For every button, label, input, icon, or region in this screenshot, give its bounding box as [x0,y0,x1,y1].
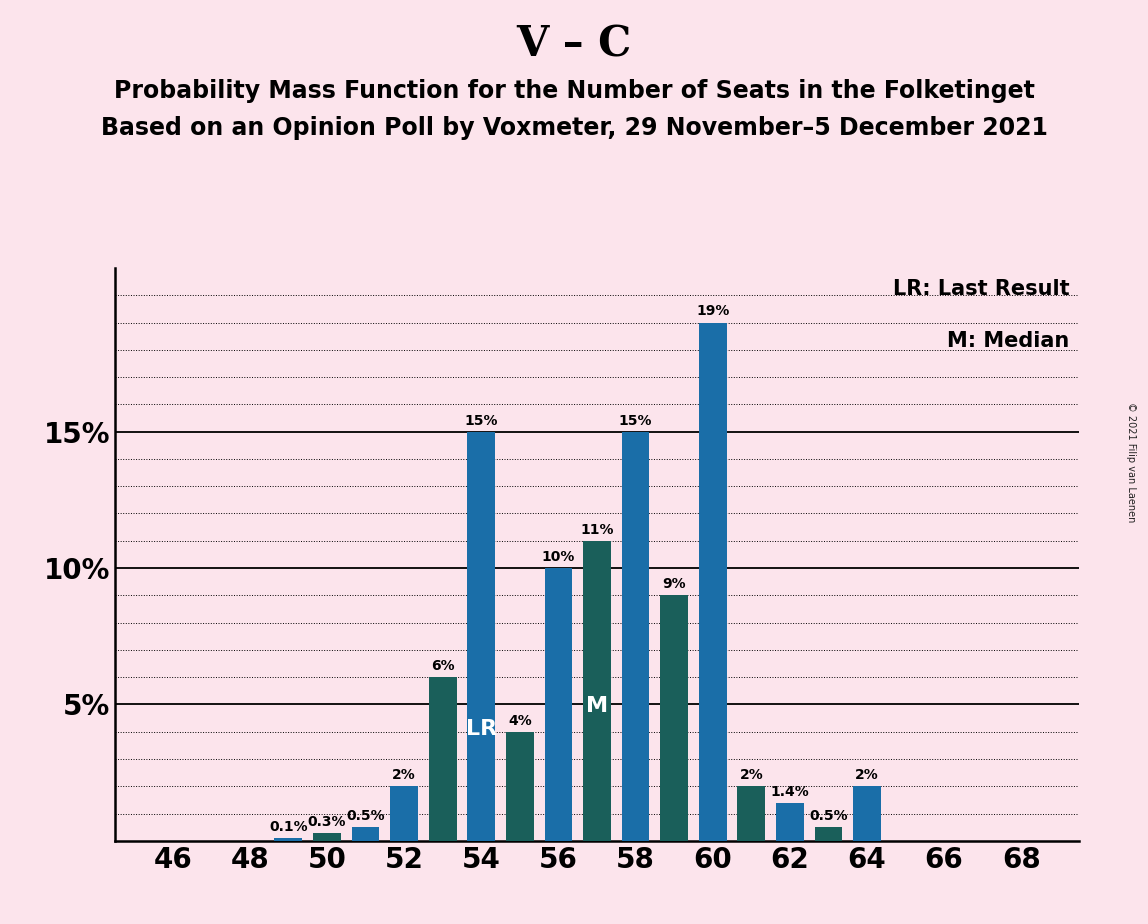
Text: 0.3%: 0.3% [308,815,347,829]
Text: M: M [585,696,608,716]
Bar [622,432,650,841]
Text: 2%: 2% [393,768,416,783]
Bar [506,732,534,841]
Text: 2%: 2% [855,768,879,783]
Text: M: Median: M: Median [947,331,1070,351]
Text: Based on an Opinion Poll by Voxmeter, 29 November–5 December 2021: Based on an Opinion Poll by Voxmeter, 29… [101,116,1047,140]
Text: 1.4%: 1.4% [770,784,809,798]
Text: 0.5%: 0.5% [347,809,385,823]
Bar [583,541,611,841]
Text: Probability Mass Function for the Number of Seats in the Folketinget: Probability Mass Function for the Number… [114,79,1034,103]
Text: 4%: 4% [507,713,532,727]
Text: 15%: 15% [465,414,498,428]
Text: 11%: 11% [580,523,614,537]
Bar [815,827,843,841]
Bar [737,786,765,841]
Bar [776,803,804,841]
Bar [853,786,881,841]
Text: 9%: 9% [662,578,685,591]
Bar [544,568,572,841]
Text: 19%: 19% [696,304,729,319]
Text: © 2021 Filip van Laenen: © 2021 Filip van Laenen [1126,402,1135,522]
Text: 0.1%: 0.1% [269,820,308,834]
Text: 6%: 6% [430,659,455,673]
Text: 2%: 2% [739,768,763,783]
Bar [351,827,379,841]
Text: 10%: 10% [542,550,575,564]
Bar [467,432,495,841]
Text: LR: LR [466,719,497,738]
Text: LR: Last Result: LR: Last Result [893,279,1070,299]
Bar [274,838,302,841]
Text: V – C: V – C [517,23,631,65]
Bar [390,786,418,841]
Text: 15%: 15% [619,414,652,428]
Bar [429,677,457,841]
Bar [699,322,727,841]
Bar [660,595,688,841]
Bar [313,833,341,841]
Text: 0.5%: 0.5% [809,809,847,823]
